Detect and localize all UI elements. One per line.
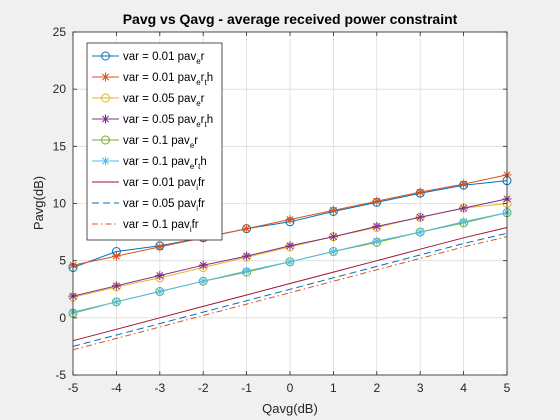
y-axis-label: Pavg(dB) <box>31 176 46 230</box>
legend-marker <box>101 72 110 82</box>
x-tick-label: 3 <box>417 381 424 395</box>
data-point <box>328 232 338 242</box>
legend-item: var = 0.1 paverth <box>92 156 207 171</box>
x-tick-label: 0 <box>287 381 294 395</box>
y-tick-label: 20 <box>53 82 67 96</box>
data-point <box>242 251 252 261</box>
legend-item: var = 0.01 pavifr <box>92 177 205 192</box>
legend-item: var = 0.01 paverth <box>92 72 213 87</box>
legend-item: var = 0.1 paver <box>92 135 198 150</box>
legend-marker <box>101 156 110 166</box>
data-point <box>155 287 165 297</box>
data-point <box>242 266 252 276</box>
series-line <box>72 236 508 351</box>
series-9 <box>72 236 508 351</box>
legend: var = 0.01 paver var = 0.01 paverth var = … <box>86 42 223 241</box>
y-tick-label: 5 <box>59 254 66 268</box>
legend-item: var = 0.05 paver <box>92 93 205 108</box>
y-tick-label: 15 <box>53 139 67 153</box>
legend-label: var = 0.05 paver <box>123 93 205 108</box>
data-point <box>285 215 295 225</box>
x-tick-label: 2 <box>373 381 380 395</box>
x-tick-label: -2 <box>198 381 209 395</box>
legend-marker <box>101 51 110 61</box>
data-point <box>111 297 121 307</box>
legend-marker <box>101 135 110 145</box>
data-point <box>372 236 382 246</box>
legend-item: var = 0.1 pavifr <box>92 219 199 234</box>
y-tick-label: 0 <box>59 311 66 325</box>
legend-marker <box>101 93 110 103</box>
y-tick-label: -5 <box>55 368 66 382</box>
x-tick-label: -4 <box>111 381 122 395</box>
data-point <box>372 196 382 206</box>
data-point <box>285 257 295 267</box>
legend-label: var = 0.1 paver <box>123 135 198 150</box>
x-tick-label: -5 <box>68 381 79 395</box>
legend-label: var = 0.05 pavifr <box>123 198 205 213</box>
legend-item: var = 0.05 pavifr <box>92 198 205 213</box>
y-tick-label: 25 <box>53 25 67 39</box>
legend-label: var = 0.1 paverth <box>123 156 207 171</box>
legend-label: var = 0.1 pavifr <box>123 219 199 234</box>
legend-label: var = 0.01 pavifr <box>123 177 205 192</box>
data-point <box>328 205 338 215</box>
legend-label: var = 0.01 paver <box>123 51 205 66</box>
x-axis-label: Qavg(dB) <box>262 401 318 416</box>
data-point <box>415 212 425 222</box>
series-8 <box>72 232 508 347</box>
data-point <box>111 281 121 291</box>
data-point <box>459 217 469 227</box>
chart-title: Pavg vs Qavg - average received power co… <box>123 11 458 27</box>
series-line <box>72 232 508 347</box>
data-point <box>328 247 338 257</box>
data-point <box>198 260 208 270</box>
data-point <box>415 227 425 237</box>
data-point <box>155 271 165 281</box>
x-tick-label: 5 <box>504 381 511 395</box>
axis-ticks: -5 -4 -3 -2 -1 0 1 2 3 4 5 -5 0 5 10 15 20 25 <box>53 25 511 395</box>
x-tick-label: 4 <box>460 381 467 395</box>
legend-label: var = 0.01 paverth <box>123 72 213 87</box>
data-point <box>155 242 165 252</box>
legend-item: var = 0.01 paver <box>92 51 205 66</box>
x-tick-label: 1 <box>330 381 337 395</box>
data-point <box>285 241 295 251</box>
series-line <box>72 227 508 342</box>
series-7 <box>72 227 508 342</box>
data-point <box>459 203 469 213</box>
x-tick-label: -1 <box>241 381 252 395</box>
data-point <box>459 179 469 189</box>
data-point <box>111 251 121 261</box>
x-tick-label: -3 <box>154 381 165 395</box>
data-point <box>242 224 252 234</box>
data-point <box>415 187 425 197</box>
legend-label: var = 0.05 paverth <box>123 114 213 129</box>
legend-item: var = 0.05 paverth <box>92 114 213 129</box>
data-point <box>372 221 382 231</box>
y-tick-label: 10 <box>53 197 67 211</box>
data-point <box>198 276 208 286</box>
legend-marker <box>101 114 110 124</box>
